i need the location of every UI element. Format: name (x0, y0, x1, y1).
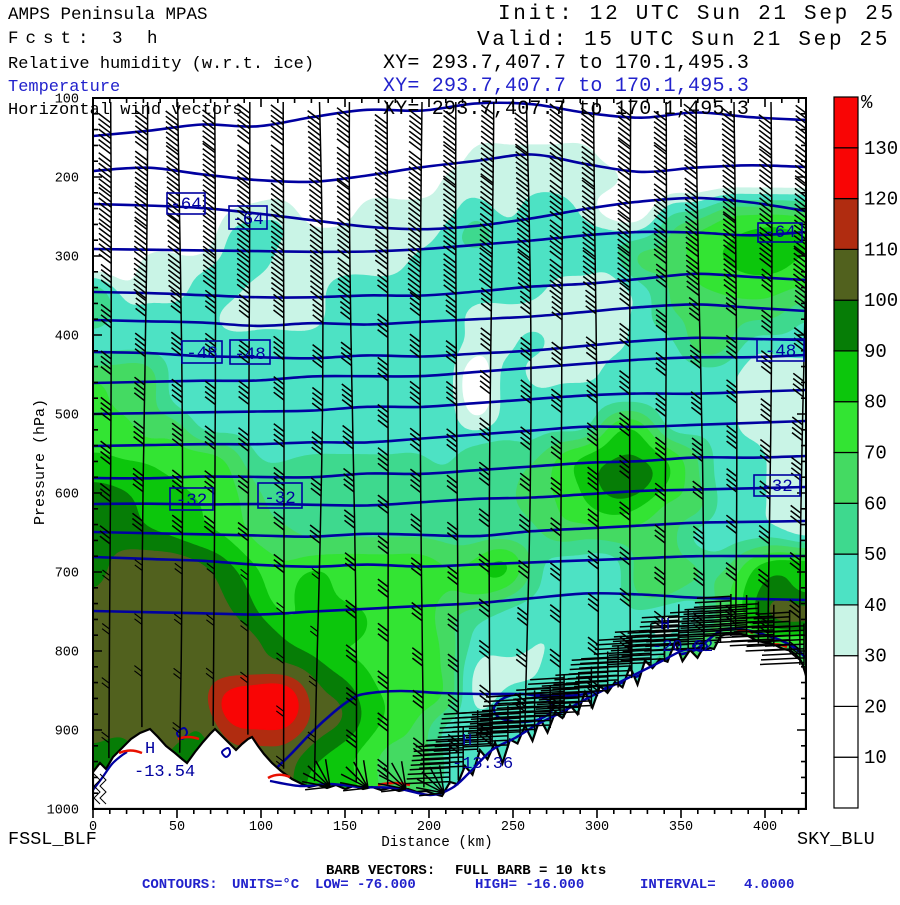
svg-text:-13.36: -13.36 (452, 755, 513, 774)
svg-text:AMPS Peninsula MPAS: AMPS Peninsula MPAS (8, 5, 208, 25)
svg-text:-64: -64 (764, 223, 796, 243)
svg-text:70: 70 (864, 443, 887, 465)
svg-text:-32: -32 (264, 489, 296, 509)
svg-text:-48: -48 (765, 342, 797, 362)
svg-text:40: 40 (864, 595, 887, 617)
svg-text:XY= 293.7,407.7 to 170.1,495.3: XY= 293.7,407.7 to 170.1,495.3 (383, 52, 749, 75)
svg-text:Valid: 15 UTC Sun 21 Sep 25: Valid: 15 UTC Sun 21 Sep 25 (477, 29, 890, 52)
svg-text:LOW= -76.000: LOW= -76.000 (315, 877, 416, 893)
svg-text:60: 60 (864, 493, 887, 515)
svg-text:-32: -32 (176, 491, 208, 511)
svg-text:200: 200 (417, 820, 441, 835)
svg-text:FULL BARB = 10 kts: FULL BARB = 10 kts (455, 863, 606, 879)
svg-text:3 h: 3 h (112, 29, 165, 49)
svg-text:100: 100 (55, 93, 79, 108)
svg-text:Fcst:: Fcst: (8, 29, 96, 49)
svg-text:30: 30 (864, 646, 887, 668)
svg-text:10: 10 (864, 747, 887, 769)
svg-text:200: 200 (55, 172, 79, 187)
svg-text:0: 0 (89, 820, 97, 835)
svg-text:BARB VECTORS:: BARB VECTORS: (326, 863, 435, 879)
svg-text:Horizontal wind vectors: Horizontal wind vectors (8, 101, 243, 120)
svg-text:XY= 293.7,407.7 to 170.1,495.3: XY= 293.7,407.7 to 170.1,495.3 (383, 75, 749, 98)
svg-text:-64: -64 (170, 195, 202, 215)
svg-text:50: 50 (169, 820, 185, 835)
svg-text:150: 150 (333, 820, 357, 835)
svg-text:SKY_BLU: SKY_BLU (797, 829, 875, 850)
svg-text:FSSL_BLF: FSSL_BLF (8, 829, 97, 850)
svg-text:CONTOURS:: CONTOURS: (142, 877, 218, 893)
svg-text:50: 50 (864, 544, 887, 566)
svg-text:H: H (660, 616, 670, 635)
svg-text:Distance (km): Distance (km) (381, 835, 493, 851)
svg-text:Pressure (hPa): Pressure (hPa) (32, 399, 49, 525)
svg-text:-48: -48 (186, 344, 218, 364)
svg-text:Temperature: Temperature (8, 78, 120, 97)
svg-text:800: 800 (55, 646, 79, 661)
svg-text:XY= 293.7,407.7 to 170.1,495.3: XY= 293.7,407.7 to 170.1,495.3 (383, 98, 749, 121)
svg-text:300: 300 (55, 251, 79, 266)
svg-text:90: 90 (864, 341, 887, 363)
svg-text:HIGH= -16.000: HIGH= -16.000 (475, 877, 584, 893)
svg-text:H: H (145, 740, 155, 759)
svg-text:20: 20 (864, 696, 887, 718)
svg-text:4.0000: 4.0000 (744, 877, 794, 893)
svg-text:UNITS=°C: UNITS=°C (232, 877, 300, 893)
svg-text:%: % (861, 92, 873, 114)
svg-text:900: 900 (55, 725, 79, 740)
svg-text:H: H (462, 732, 472, 751)
svg-text:-13.54: -13.54 (134, 763, 195, 782)
svg-text:110: 110 (864, 239, 898, 261)
svg-text:1000: 1000 (47, 804, 79, 819)
svg-text:250: 250 (501, 820, 525, 835)
svg-text:300: 300 (585, 820, 609, 835)
svg-text:-48: -48 (234, 345, 266, 365)
svg-text:100: 100 (864, 290, 898, 312)
svg-text:-64: -64 (232, 210, 264, 230)
svg-text:Init: 12 UTC Sun 21 Sep 25: Init: 12 UTC Sun 21 Sep 25 (498, 3, 896, 26)
svg-text:-20.62: -20.62 (652, 638, 713, 657)
svg-text:130: 130 (864, 138, 898, 160)
svg-text:Relative humidity (w.r.t. ice): Relative humidity (w.r.t. ice) (8, 55, 314, 74)
svg-text:500: 500 (55, 409, 79, 424)
svg-text:100: 100 (249, 820, 273, 835)
svg-text:400: 400 (753, 820, 777, 835)
svg-text:350: 350 (669, 820, 693, 835)
svg-text:120: 120 (864, 189, 898, 211)
svg-text:600: 600 (55, 488, 79, 503)
svg-text:INTERVAL=: INTERVAL= (640, 877, 716, 893)
svg-text:700: 700 (55, 567, 79, 582)
svg-text:-32: -32 (761, 477, 793, 497)
svg-text:80: 80 (864, 392, 887, 414)
svg-text:400: 400 (55, 330, 79, 345)
